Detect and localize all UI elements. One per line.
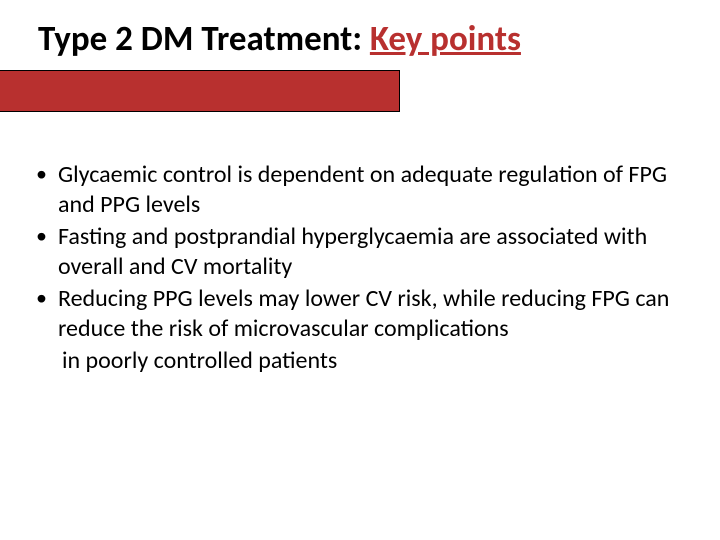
content-area: Glycaemic control is dependent on adequa… — [30, 160, 680, 376]
list-item: Glycaemic control is dependent on adequa… — [30, 160, 680, 220]
bullet-list: Glycaemic control is dependent on adequa… — [30, 160, 680, 344]
accent-bar — [0, 70, 400, 112]
title-emphasis: Key points — [370, 18, 521, 60]
slide-title: Type 2 DM Treatment: Key points — [38, 18, 521, 60]
list-item: Fasting and postprandial hyperglycaemia … — [30, 222, 680, 282]
list-item: Reducing PPG levels may lower CV risk, w… — [30, 284, 680, 344]
title-prefix: Type 2 DM Treatment: — [38, 18, 370, 60]
continuation-text: in poorly controlled patients — [30, 346, 680, 376]
